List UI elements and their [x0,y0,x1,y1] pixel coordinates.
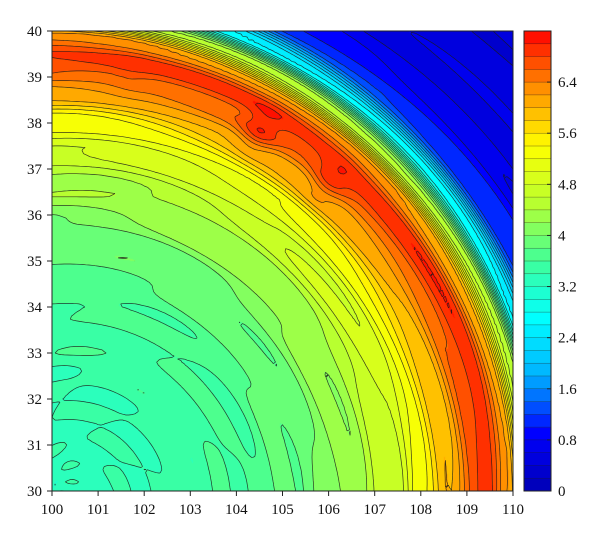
colorbar-segment [524,337,551,351]
x-tick-label: 109 [456,502,479,518]
colorbar-segment [524,414,551,428]
colorbar-segment [524,465,551,479]
y-tick-label: 39 [27,70,42,86]
y-tick-label: 30 [27,484,42,500]
contour-line-4.6 [51,30,514,492]
colorbar-segment [524,94,551,108]
colorbar-segment [524,388,551,402]
contour-line-5.8 [51,30,514,492]
colorbar-segment [524,324,551,338]
x-tick-label: 104 [225,502,248,518]
colorbar-segment [524,439,551,453]
colorbar-tick-label: 2.4 [558,331,577,347]
contour-line-1.0 [302,30,514,221]
colorbar-segment [524,158,551,172]
colorbar-segment [524,69,551,83]
colorbar-segment [524,133,551,147]
colorbar-segment [524,43,551,57]
contour-line-5.4 [52,30,514,491]
colorbar-segment [524,209,551,223]
colorbar-segment [524,248,551,262]
colorbar-segment [524,235,551,249]
colorbar-segment [524,197,551,211]
contour-line-4.2 [51,30,514,492]
x-tick-label: 102 [133,502,156,518]
colorbar-segment [524,478,551,492]
x-tick-label: 107 [363,502,386,518]
contour-line-5.6 [52,30,514,491]
contour-lines [51,30,514,492]
y-tick-label: 34 [27,300,43,316]
x-axis: 100 101 102 103 104 105 106 107 108 109 110 [41,491,524,518]
x-tick-label: 108 [410,502,433,518]
contour-line-1.4 [273,30,514,273]
colorbar-segment [524,184,551,198]
colorbar-segment [524,261,551,275]
colorbar-segment [524,171,551,185]
plot-area [52,31,513,491]
colorbar-tick-label: 0 [558,484,566,500]
colorbar-segment [524,31,551,45]
x-tick-label: 103 [179,502,202,518]
contour-line-7.0 [255,102,453,314]
x-tick-label: 110 [502,502,524,518]
colorbar-segment [524,363,551,377]
y-tick-label: 38 [27,116,42,132]
contour-line-5.2 [51,30,514,492]
x-tick-label: 100 [41,502,64,518]
colorbar-tick-label: 6.4 [558,75,577,91]
contour-line-5.0 [51,30,514,492]
colorbar-tick-label: 0.8 [558,433,577,449]
colorbar-tick-label: 3.2 [558,280,577,296]
contour-line-6.2 [52,32,508,492]
contour-line-3.8 [51,30,514,492]
colorbar-segment [524,273,551,287]
y-tick-label: 37 [27,162,43,178]
colorbar-segment [524,286,551,300]
contour-line-3.2 [54,30,514,486]
contour-line-0.8 [341,30,514,209]
colorbar-segment [524,146,551,160]
y-tick-label: 33 [27,346,42,362]
colorbar-segment [524,312,551,326]
colorbar-tick-label: 5.6 [558,126,577,142]
contour-fill-image [52,31,513,491]
contour-line-6.8 [51,51,493,492]
contour-line-6.6 [51,44,498,492]
contour-line-4.8 [51,30,514,492]
colorbar-tick-label: 4.8 [558,177,577,193]
colorbar-segment [524,56,551,70]
y-tick-label: 36 [27,208,43,224]
contour-line-6.4 [51,39,501,491]
contour-line-2.0 [257,30,514,289]
contour-line-6.0 [52,30,513,492]
y-axis: 30 31 32 33 34 35 36 37 38 39 40 [27,24,52,500]
colorbar: 0 0.8 1.6 2.4 3.2 4 4.8 5.6 6.4 [523,30,577,500]
colorbar-segment [524,376,551,390]
x-tick-label: 105 [271,502,294,518]
y-tick-label: 31 [27,438,42,454]
contour-line-4.0 [51,30,514,492]
x-tick-label: 106 [317,502,340,518]
colorbar-frame [523,30,552,492]
y-tick-label: 32 [27,392,42,408]
y-tick-label: 35 [27,254,42,270]
colorbar-segment [524,350,551,364]
colorbar-segment [524,401,551,415]
y-tick-label: 40 [27,24,42,40]
colorbar-segment [524,299,551,313]
colorbar-tick-label: 1.6 [558,382,577,398]
contour-line-3.6 [51,30,514,492]
colorbar-segment [524,82,551,96]
colorbar-segment [524,107,551,121]
colorbar-tick-label: 4 [558,228,566,244]
colorbar-segment [524,222,551,236]
colorbar-segment [524,120,551,134]
colorbar-segment [524,427,551,441]
x-tick-label: 101 [87,502,110,518]
colorbar-segment [524,452,551,466]
